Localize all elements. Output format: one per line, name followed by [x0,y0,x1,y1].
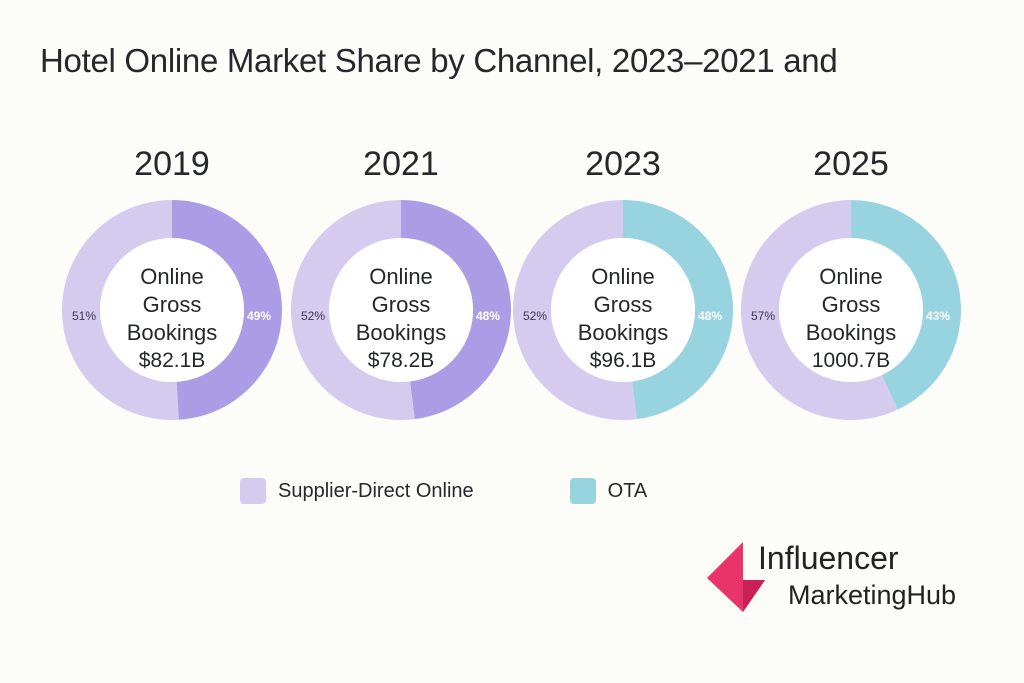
gross-bookings-value: $96.1B [589,349,657,372]
legend-item-supplier-direct: Supplier-Direct Online [240,478,474,504]
legend: Supplier-Direct Online OTA [240,478,647,504]
donut-center-label: Online Gross Bookings $78.2B [291,263,511,375]
ota-pct: 48% [698,309,723,323]
legend-label: OTA [607,479,648,502]
ota-segment [401,200,511,420]
gross-bookings-value: 1000.7B [811,349,891,372]
center-line: Online [369,264,433,289]
supplier-direct-segment [62,200,179,420]
legend-label: Supplier-Direct Online [278,479,474,502]
ota-pct: 43% [926,309,951,323]
supplier-direct-pct: 52% [523,309,548,323]
donut-2023: 2023 Online Gross Bookings $96.1B 52% 48… [513,145,733,435]
center-line: Online [591,264,655,289]
logo-text-marketinghub: MarketingHub [788,580,957,610]
ota-pct: 48% [476,309,501,323]
center-line: Bookings [805,320,897,345]
donut-ring [291,200,511,420]
center-line: Online [140,264,204,289]
donut-center-label: Online Gross Bookings $96.1B [513,263,733,375]
center-line: Gross [821,292,881,317]
donut-center-label: Online Gross Bookings $82.1B [62,263,282,375]
center-line: Bookings [126,320,218,345]
donut-year-label: 2021 [363,145,439,183]
gross-bookings-value: $82.1B [138,349,206,372]
donut-ring [62,200,282,420]
influencer-marketinghub-logo-icon [707,542,765,612]
gross-bookings-value: $78.2B [367,349,435,372]
legend-swatch-supplier-direct [240,478,266,504]
donut-ring [741,200,961,420]
donut-ring [513,200,733,420]
logo-text-influencer: Influencer [758,540,899,576]
chart-title: Hotel Online Market Share by Channel, 20… [40,42,838,79]
legend-item-ota: OTA [569,478,648,504]
ota-segment [851,200,961,410]
donut-year-label: 2023 [585,145,661,183]
center-line: Gross [593,292,653,317]
donut-2025: 2025 Online Gross Bookings 1000.7B 57% 4… [741,145,961,435]
supplier-direct-segment [513,200,637,420]
ota-segment [623,200,733,420]
donut-2021: 2021 Online Gross Bookings $78.2B 52% 48… [291,145,511,435]
supplier-direct-pct: 51% [72,309,97,323]
ota-pct: 49% [247,309,272,323]
donut-year-label: 2019 [134,145,210,183]
legend-swatch-ota [569,478,596,504]
center-line: Online [819,264,883,289]
donut-center-label: Online Gross Bookings 1000.7B [741,263,961,375]
ota-segment [172,200,282,420]
donut-2019: 2019 Online Gross Bookings $82.1B 51% 49… [62,145,282,435]
center-line: Bookings [577,320,669,345]
supplier-direct-pct: 52% [301,309,326,323]
center-line: Bookings [355,320,447,345]
center-line: Gross [142,292,202,317]
supplier-direct-segment [741,200,898,420]
donut-year-label: 2025 [813,145,889,183]
supplier-direct-pct: 57% [751,309,776,323]
supplier-direct-segment [291,200,415,420]
center-line: Gross [371,292,431,317]
